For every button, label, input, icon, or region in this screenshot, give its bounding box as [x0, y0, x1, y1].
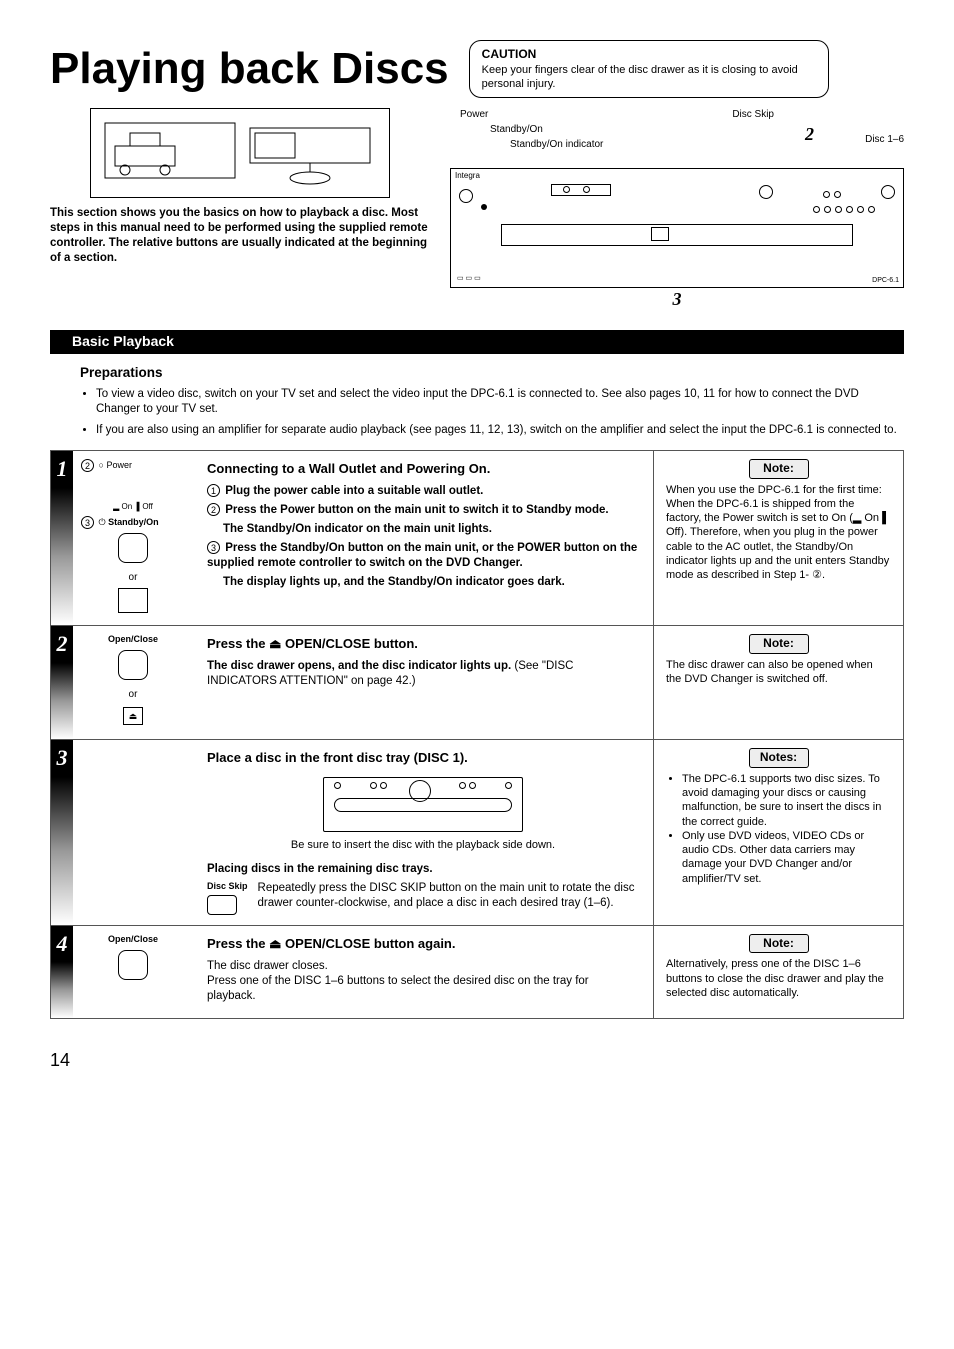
- step-number: 4: [51, 926, 73, 963]
- step-4-line-1: The disc drawer closes.: [207, 960, 328, 972]
- brand-label: Integra: [455, 171, 480, 181]
- or-label: or: [81, 688, 185, 701]
- substep-3-icon: 3: [207, 541, 220, 554]
- step-2: 2 Open/Close or ⏏ Press the ⏏ OPEN/CLOSE…: [50, 626, 904, 740]
- step-1-line-3: The Standby/On indicator on the main uni…: [223, 523, 492, 535]
- preparations-title: Preparations: [80, 364, 904, 382]
- page-number: 14: [50, 1049, 904, 1072]
- step-3-subtext: Repeatedly press the DISC SKIP button on…: [258, 881, 639, 911]
- step-1-line-4: Press the Standby/On button on the main …: [207, 542, 637, 569]
- label-disc16: Disc 1–6: [865, 133, 904, 146]
- indicator-dot-icon: [481, 204, 487, 210]
- section-title: Basic Playback: [60, 330, 186, 352]
- step-3-note-1: The DPC-6.1 supports two disc sizes. To …: [682, 772, 891, 829]
- label-standby: Standby/On: [490, 123, 543, 136]
- step-2-line-1: The disc drawer opens, and the disc indi…: [207, 660, 511, 672]
- model-label: DPC-6.1: [872, 276, 899, 285]
- step-number: 2: [51, 626, 73, 663]
- note-badge: Notes:: [749, 748, 809, 768]
- step-4-note: Alternatively, press one of the DISC 1–6…: [666, 957, 891, 1000]
- step-1-note: When you use the DPC-6.1 for the first t…: [666, 483, 891, 583]
- label-disc-skip: Disc Skip: [732, 108, 774, 121]
- step-3-note-2: Only use DVD videos, VIDEO CDs or audio …: [682, 829, 891, 886]
- section-header: Basic Playback: [50, 330, 904, 354]
- step-1-line-5: The display lights up, and the Standby/O…: [223, 576, 565, 588]
- disc16-knob-icon: [881, 185, 895, 199]
- eject-button-icon: ⏏: [123, 707, 143, 725]
- disc-skip-knob-icon: [759, 185, 773, 199]
- diagram-callout-3: 3: [450, 288, 904, 311]
- step-4-controls-icon: Open/Close: [73, 926, 193, 1018]
- note-badge: Note:: [749, 459, 809, 479]
- step-3: 3 Place a disc in the front disc tray (D…: [50, 740, 904, 926]
- step-number: 3: [51, 740, 73, 777]
- preparations-list: To view a video disc, switch on your TV …: [80, 387, 904, 438]
- step-3-subtitle: Placing discs in the remaining disc tray…: [207, 863, 433, 875]
- step-1: 1 2 ○ Power ▂ On ▌Off 3 ⏻ Standby/On or …: [50, 450, 904, 626]
- page-title: Playing back Discs: [50, 40, 449, 97]
- disc-skip-label: Disc Skip: [207, 881, 248, 891]
- step-4: 4 Open/Close Press the ⏏ OPEN/CLOSE butt…: [50, 926, 904, 1019]
- step-2-title: Press the ⏏ OPEN/CLOSE button.: [207, 636, 639, 653]
- step-3-controls-icon: [73, 740, 193, 925]
- step-1-line-1: Plug the power cable into a suitable wal…: [225, 485, 483, 497]
- caution-box: CAUTION Keep your fingers clear of the d…: [469, 40, 829, 98]
- substep-1-icon: 1: [207, 484, 220, 497]
- disc-tray-illustration: [323, 777, 523, 832]
- tray-caption: Be sure to insert the disc with the play…: [207, 838, 639, 852]
- step-2-controls-icon: Open/Close or ⏏: [73, 626, 193, 739]
- caution-text: Keep your fingers clear of the disc draw…: [482, 64, 798, 90]
- intro-text: This section shows you the basics on how…: [50, 207, 428, 264]
- or-label: or: [81, 571, 185, 584]
- display-icon: [551, 184, 611, 196]
- caution-heading: CAUTION: [482, 47, 537, 61]
- device-diagram: Power Standby/On Standby/On indicator Di…: [450, 108, 904, 311]
- note-badge: Note:: [749, 634, 809, 654]
- step-1-title: Connecting to a Wall Outlet and Powering…: [207, 461, 639, 478]
- label-power: Power: [460, 108, 488, 121]
- diagram-callout-2: 2: [805, 123, 814, 146]
- step-1-line-2: Press the Power button on the main unit …: [225, 504, 608, 516]
- step-3-title: Place a disc in the front disc tray (DIS…: [207, 750, 639, 767]
- power-knob-icon: [459, 189, 473, 203]
- step-1-controls-icon: 2 ○ Power ▂ On ▌Off 3 ⏻ Standby/On or: [73, 451, 193, 625]
- label-standby-ind: Standby/On indicator: [510, 138, 603, 151]
- step-2-note: The disc drawer can also be opened when …: [666, 658, 891, 687]
- prep-bullet: If you are also using an amplifier for s…: [96, 423, 904, 438]
- setup-illustration: [90, 108, 390, 198]
- step-4-line-2: Press one of the DISC 1–6 buttons to sel…: [207, 975, 589, 1002]
- prep-bullet: To view a video disc, switch on your TV …: [96, 387, 904, 417]
- disc-skip-button-icon: [207, 895, 237, 915]
- substep-2-icon: 2: [207, 503, 220, 516]
- logo-box-icon: [651, 227, 669, 241]
- tray-slot-icon: [501, 224, 853, 246]
- step-number: 1: [51, 451, 73, 488]
- step-4-title: Press the ⏏ OPEN/CLOSE button again.: [207, 936, 639, 953]
- note-badge: Note:: [749, 934, 809, 954]
